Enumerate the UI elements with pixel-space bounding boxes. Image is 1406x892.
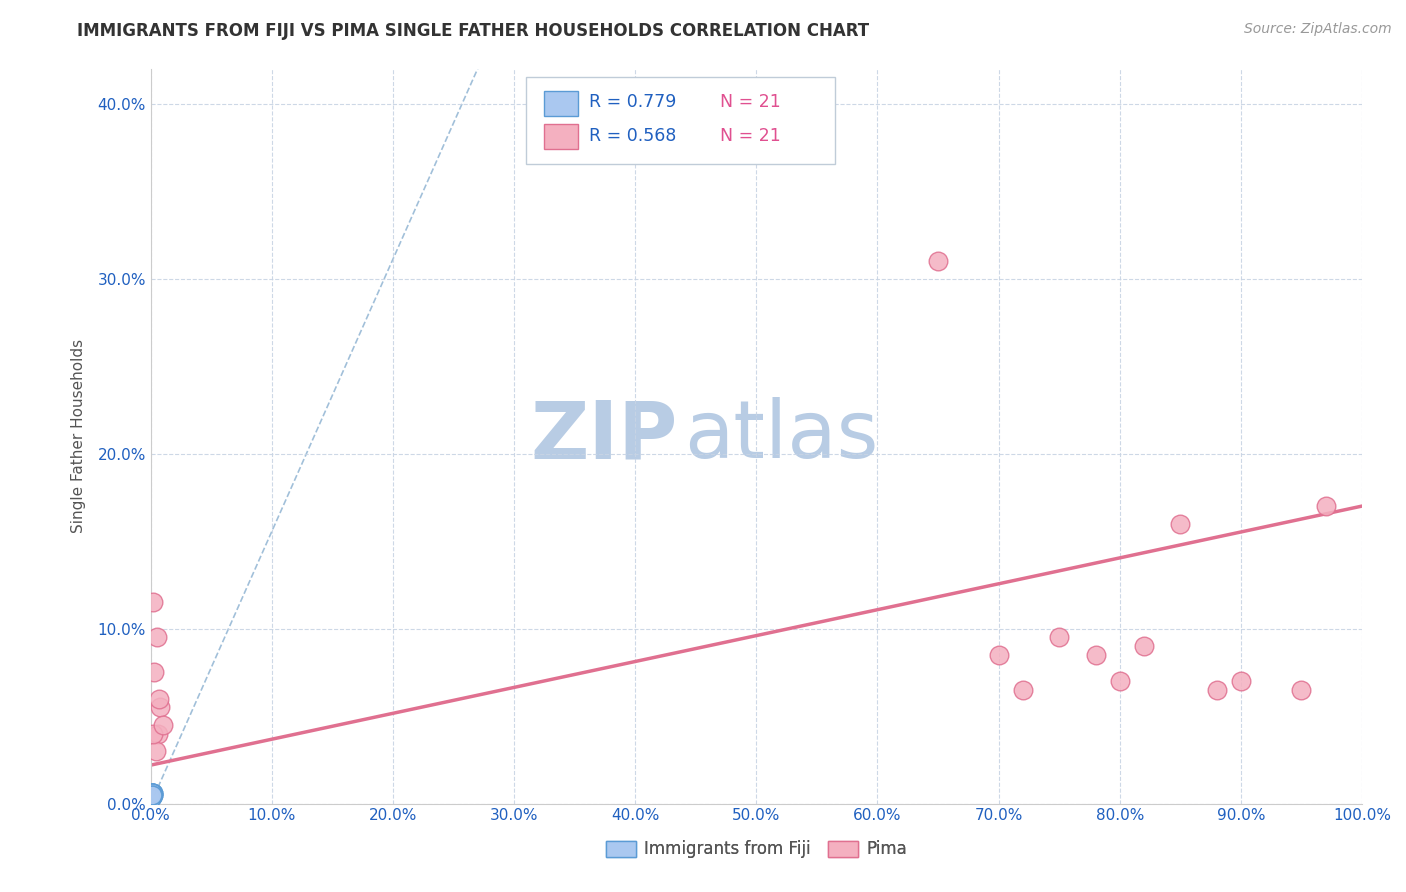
Point bbox=[1108, 674, 1130, 689]
Legend: Immigrants from Fiji, Pima: Immigrants from Fiji, Pima bbox=[599, 834, 914, 865]
Point bbox=[141, 786, 163, 800]
Point bbox=[142, 786, 165, 800]
Text: IMMIGRANTS FROM FIJI VS PIMA SINGLE FATHER HOUSEHOLDS CORRELATION CHART: IMMIGRANTS FROM FIJI VS PIMA SINGLE FATH… bbox=[77, 22, 869, 40]
Point bbox=[1084, 648, 1107, 662]
Point bbox=[141, 786, 163, 800]
FancyBboxPatch shape bbox=[526, 78, 835, 164]
Point bbox=[148, 691, 170, 706]
Point bbox=[141, 788, 163, 802]
Text: R = 0.568: R = 0.568 bbox=[589, 128, 676, 145]
Point bbox=[141, 788, 163, 802]
Text: ZIP: ZIP bbox=[530, 397, 678, 475]
Point bbox=[141, 788, 163, 802]
Text: atlas: atlas bbox=[683, 397, 879, 475]
Text: N = 21: N = 21 bbox=[720, 128, 780, 145]
Point bbox=[141, 788, 163, 802]
Point bbox=[1011, 682, 1033, 697]
Point bbox=[141, 786, 163, 800]
Point bbox=[141, 786, 163, 800]
FancyBboxPatch shape bbox=[544, 124, 578, 149]
Point bbox=[141, 788, 163, 802]
Point bbox=[927, 254, 949, 268]
Text: R = 0.779: R = 0.779 bbox=[589, 94, 676, 112]
Point bbox=[1047, 631, 1070, 645]
Point bbox=[1133, 639, 1156, 653]
Point bbox=[987, 648, 1010, 662]
Point bbox=[141, 788, 163, 802]
Text: Source: ZipAtlas.com: Source: ZipAtlas.com bbox=[1244, 22, 1392, 37]
Point bbox=[141, 789, 163, 804]
Point bbox=[1230, 674, 1253, 689]
Point bbox=[143, 665, 166, 680]
Point bbox=[141, 789, 163, 804]
Point bbox=[145, 744, 167, 758]
Point bbox=[149, 700, 172, 714]
Text: N = 21: N = 21 bbox=[720, 94, 780, 112]
Point bbox=[1291, 682, 1313, 697]
Point bbox=[141, 786, 163, 800]
Point bbox=[1205, 682, 1227, 697]
Point bbox=[145, 631, 167, 645]
FancyBboxPatch shape bbox=[544, 91, 578, 116]
Point bbox=[152, 718, 174, 732]
Point bbox=[146, 726, 169, 740]
Point bbox=[1315, 499, 1337, 513]
Point bbox=[142, 726, 165, 740]
Point bbox=[142, 595, 165, 609]
Point bbox=[141, 791, 163, 805]
Y-axis label: Single Father Households: Single Father Households bbox=[72, 339, 86, 533]
Point bbox=[141, 788, 163, 802]
Point bbox=[141, 788, 163, 802]
Point bbox=[141, 788, 163, 802]
Point bbox=[1168, 516, 1191, 531]
Point bbox=[142, 788, 165, 802]
Point bbox=[141, 788, 163, 802]
Point bbox=[141, 789, 163, 804]
